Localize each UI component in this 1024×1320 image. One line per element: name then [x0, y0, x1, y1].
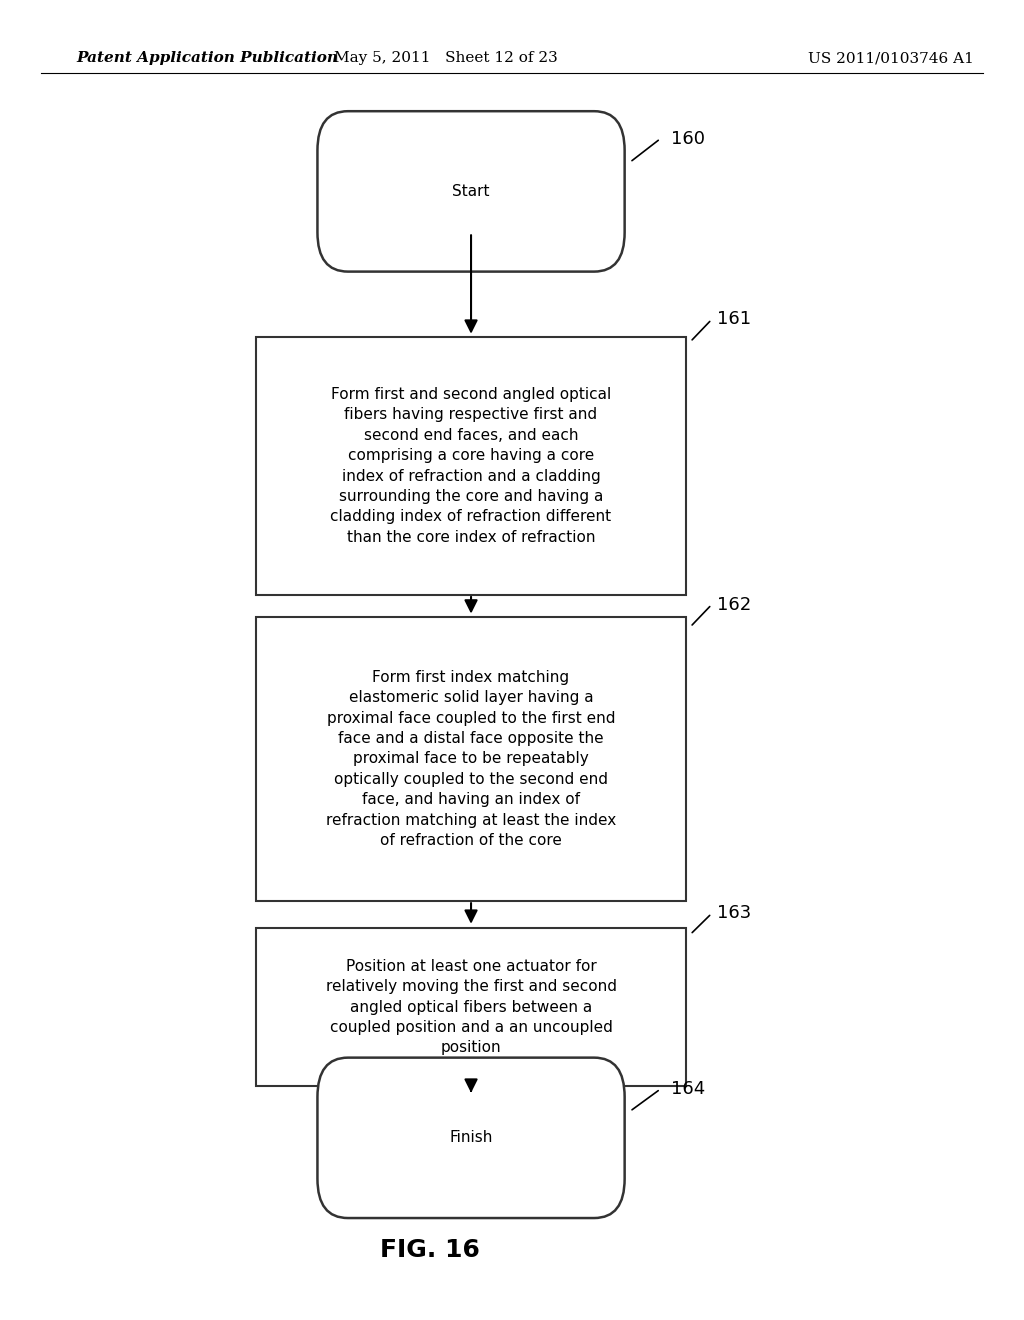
Text: 164: 164: [671, 1080, 705, 1098]
Text: 161: 161: [717, 310, 751, 329]
Text: Finish: Finish: [450, 1130, 493, 1146]
Text: Form first index matching
elastomeric solid layer having a
proximal face coupled: Form first index matching elastomeric so…: [326, 671, 616, 849]
Text: May 5, 2011   Sheet 12 of 23: May 5, 2011 Sheet 12 of 23: [334, 51, 557, 65]
FancyBboxPatch shape: [317, 1057, 625, 1218]
Text: 160: 160: [671, 129, 705, 148]
Text: Form first and second angled optical
fibers having respective first and
second e: Form first and second angled optical fib…: [331, 387, 611, 545]
Text: 162: 162: [717, 595, 751, 614]
FancyBboxPatch shape: [317, 111, 625, 272]
Text: Start: Start: [453, 183, 489, 199]
Bar: [256, 928, 686, 1086]
Bar: [256, 618, 686, 900]
Text: Patent Application Publication: Patent Application Publication: [77, 51, 339, 65]
Text: US 2011/0103746 A1: US 2011/0103746 A1: [808, 51, 974, 65]
Text: Position at least one actuator for
relatively moving the first and second
angled: Position at least one actuator for relat…: [326, 958, 616, 1056]
Text: 163: 163: [717, 904, 751, 923]
Text: FIG. 16: FIG. 16: [380, 1238, 480, 1262]
Bar: [256, 337, 686, 594]
